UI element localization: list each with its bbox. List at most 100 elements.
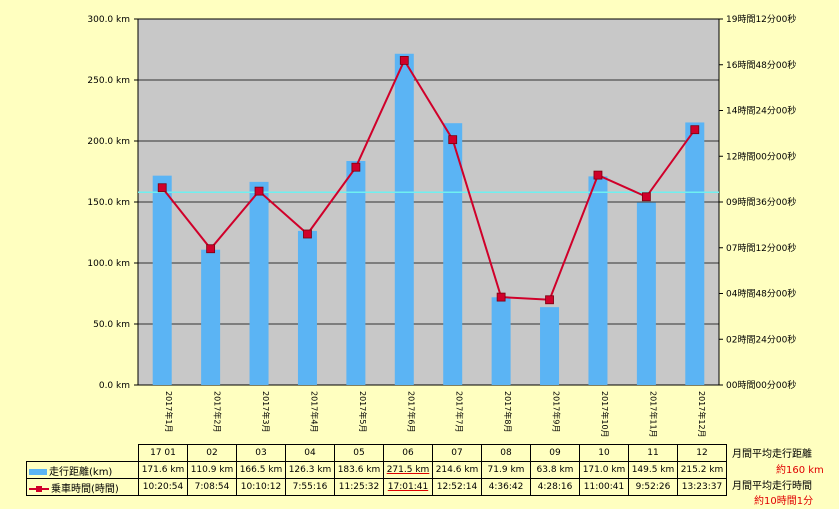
combo-chart: 0.0 km 50.0 km 100.0 km 150.0 km 200.0 km 250…	[87, 13, 796, 438]
time-cell: 10:10:12	[236, 478, 286, 496]
x-category-label: 2017年6月	[406, 391, 416, 432]
y-right-tick-label: 12時間00分00秒	[726, 150, 796, 162]
table-header-cell: 06	[383, 444, 433, 462]
time-cell: 17:01:41	[383, 478, 433, 496]
table-header-cell: 07	[432, 444, 482, 462]
table-header-cell: 11	[628, 444, 678, 462]
time-cell: 10:20:54	[138, 478, 188, 496]
x-category-label: 2017年9月	[552, 391, 562, 432]
bar	[297, 230, 317, 385]
avg-distance-value: 約160 km	[776, 465, 824, 476]
time-point-marker	[157, 183, 167, 193]
y-left-tick-label: 50.0 km	[93, 320, 130, 330]
distance-cell: 166.5 km	[236, 461, 286, 479]
legend-bar-swatch	[29, 468, 47, 475]
y-left-tick-label: 300.0 km	[87, 15, 130, 25]
time-series-line	[161, 58, 696, 301]
time-point-marker	[254, 186, 264, 196]
distance-cell: 71.9 km	[481, 461, 531, 479]
legend-time: 乗車時間(時間)	[26, 478, 139, 496]
table-header-cell: 12	[677, 444, 727, 462]
bar	[394, 53, 414, 386]
avg-time-label: 月間平均走行時間	[732, 481, 812, 492]
y-right-tick-label: 16時間48分00秒	[726, 59, 796, 71]
x-category-label: 2017年2月	[213, 391, 223, 432]
distance-cell: 110.9 km	[187, 461, 237, 479]
x-category-label: 2017年5月	[358, 391, 368, 432]
y-right-tick-label: 02時間24分00秒	[726, 333, 796, 345]
time-cell: 12:52:14	[432, 478, 482, 496]
bar	[201, 249, 221, 385]
distance-cell: 214.6 km	[432, 461, 482, 479]
x-category-label: 2017年8月	[503, 391, 513, 432]
distance-cell: 63.8 km	[530, 461, 580, 479]
y-right-tick-label: 19時間12分00秒	[726, 13, 796, 25]
y-right-tick-label: 00時間00分00秒	[726, 379, 796, 391]
x-category-label: 2017年3月	[261, 391, 271, 432]
y-left-tick-label: 200.0 km	[87, 137, 130, 147]
table-header-cell: 17 01	[138, 444, 188, 462]
distance-cell: 126.3 km	[285, 461, 335, 479]
time-point-marker	[545, 295, 554, 305]
time-point-marker	[593, 170, 603, 180]
table-header-cell: 04	[285, 444, 335, 462]
time-cell: 7:08:54	[187, 478, 237, 496]
bar	[491, 297, 511, 385]
time-point-marker	[351, 162, 361, 172]
y-left-tick-label: 100.0 km	[87, 259, 130, 269]
time-point-marker	[399, 56, 409, 65]
distance-cell: 171.0 km	[579, 461, 629, 479]
bar	[152, 175, 172, 385]
table-header-row: 17 01 02 03 04 05 06 07 08 09 10 11 12	[27, 444, 727, 462]
time-point-marker	[303, 229, 312, 239]
bar	[249, 181, 269, 385]
table-header-cell: 05	[334, 444, 384, 462]
avg-time-value: 約10時間1分	[754, 496, 814, 507]
distance-cell: 215.2 km	[677, 461, 727, 479]
y-left-tick-label: 250.0 km	[87, 76, 130, 86]
time-point-marker	[690, 125, 700, 135]
bar	[685, 122, 705, 386]
x-category-label: 2017年7月	[455, 391, 465, 432]
table-header-cell: 02	[187, 444, 237, 462]
x-category-label: 2017年11月	[648, 391, 658, 438]
y-right-tick-label: 04時間48分00秒	[726, 288, 796, 300]
y-right-tick-label: 09時間36分00秒	[726, 196, 796, 208]
x-category-label: 2017年1月	[164, 391, 174, 432]
table-header-cell: 08	[481, 444, 531, 462]
time-point-marker	[206, 244, 216, 254]
y-right-tick-label: 14時間24分00秒	[726, 105, 796, 117]
time-point-marker	[448, 135, 458, 145]
bar	[636, 202, 656, 385]
avg-distance-label: 月間平均走行距離	[732, 449, 812, 460]
distance-cell: 271.5 km	[383, 461, 433, 479]
bar	[540, 307, 560, 385]
time-cell: 13:23:37	[677, 478, 727, 496]
time-cell: 9:52:26	[628, 478, 678, 496]
bar	[588, 176, 608, 385]
time-cell: 4:28:16	[530, 478, 580, 496]
table-header-cell: 09	[530, 444, 580, 462]
x-category-label: 2017年10月	[600, 391, 610, 438]
table-header-cell: 03	[236, 444, 286, 462]
table-row-time: 乗車時間(時間) 10:20:54 7:08:54 10:10:12 7:55:16 1…	[26, 478, 727, 496]
table-header-cell: 10	[579, 444, 629, 462]
y-left-tick-label: 0.0 km	[99, 381, 130, 391]
bar	[346, 161, 366, 385]
data-table: 17 01 02 03 04 05 06 07 08 09 10 11 12 走行距離(km) 171…	[26, 444, 727, 496]
table-row-distance: 走行距離(km) 171.6 km 110.9 km 166.5 km 126.3 k…	[26, 461, 727, 479]
time-cell: 11:25:32	[334, 478, 384, 496]
time-point-marker	[641, 192, 651, 202]
x-category-label: 2017年12月	[697, 391, 707, 438]
y-right-tick-label: 07時間12分00秒	[726, 242, 796, 254]
time-cell: 11:00:41	[579, 478, 629, 496]
time-cell: 7:55:16	[285, 478, 335, 496]
time-point-marker	[496, 292, 506, 302]
distance-cell: 171.6 km	[138, 461, 188, 479]
y-left-tick-label: 150.0 km	[87, 198, 130, 208]
bar	[443, 123, 463, 386]
legend-distance: 走行距離(km)	[26, 461, 139, 479]
distance-cell: 183.6 km	[334, 461, 384, 479]
x-category-label: 2017年4月	[309, 391, 319, 432]
time-cell: 4:36:42	[481, 478, 531, 496]
